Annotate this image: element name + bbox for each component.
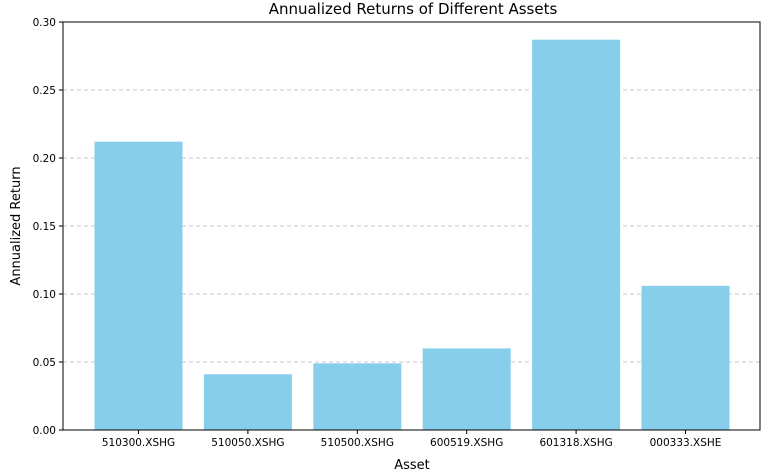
- x-tick-label: 000333.XSHE: [650, 437, 722, 449]
- x-tick-label: 510500.XSHG: [321, 437, 394, 449]
- y-tick-label: 0.30: [33, 17, 56, 29]
- bar-000333-xshe: [641, 285, 730, 430]
- y-tick-label: 0.00: [33, 425, 56, 437]
- y-tick-label: 0.05: [33, 357, 56, 369]
- y-tick-label: 0.20: [33, 153, 56, 165]
- x-axis-label: Asset: [394, 458, 430, 473]
- x-tick-label: 600519.XSHG: [430, 437, 503, 449]
- bar-601318-xshg: [532, 39, 621, 431]
- y-tick-label: 0.15: [33, 221, 56, 233]
- bar-510050-xshg: [203, 374, 292, 430]
- bar-510500-xshg: [313, 363, 402, 430]
- bar-600519-xshg: [422, 348, 511, 430]
- y-axis-ticks: 0.00 0.05 0.10 0.15 0.20 0.25 0.30: [33, 17, 63, 437]
- x-tick-label: 601318.XSHG: [539, 437, 612, 449]
- x-tick-label: 510300.XSHG: [102, 437, 175, 449]
- y-axis-label: Annualized Return: [9, 166, 24, 285]
- chart-title: Annualized Returns of Different Assets: [269, 0, 558, 18]
- bar-510300-xshg: [94, 141, 183, 430]
- bars: [94, 39, 730, 431]
- x-axis-ticks: 510300.XSHG 510050.XSHG 510500.XSHG 600519.…: [102, 430, 722, 449]
- y-tick-label: 0.10: [33, 289, 56, 301]
- y-tick-label: 0.25: [33, 85, 56, 97]
- x-tick-label: 510050.XSHG: [211, 437, 284, 449]
